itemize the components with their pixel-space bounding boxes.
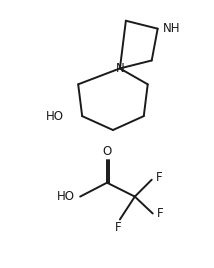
Text: F: F	[115, 221, 121, 234]
Text: HO: HO	[46, 110, 64, 123]
Text: HO: HO	[57, 190, 75, 203]
Text: N: N	[116, 62, 124, 75]
Text: O: O	[102, 145, 112, 158]
Text: NH: NH	[163, 22, 180, 35]
Text: F: F	[156, 171, 162, 184]
Text: F: F	[157, 207, 163, 220]
